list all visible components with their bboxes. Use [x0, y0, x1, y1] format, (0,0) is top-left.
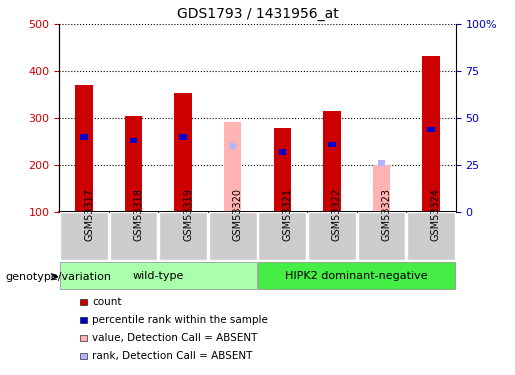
Bar [427, 127, 435, 132]
Bar [377, 160, 385, 166]
Text: GSM53318: GSM53318 [133, 188, 144, 241]
Text: GSM53319: GSM53319 [183, 188, 193, 241]
Bar [422, 56, 440, 212]
Bar [357, 212, 405, 260]
Text: count: count [92, 297, 122, 307]
Bar [80, 134, 88, 140]
Bar [328, 142, 336, 147]
Bar [159, 212, 207, 260]
Text: GSM53322: GSM53322 [332, 188, 342, 241]
Bar [373, 165, 390, 212]
Bar [273, 128, 291, 212]
Bar [279, 149, 286, 154]
Text: GSM53320: GSM53320 [233, 188, 243, 241]
Bar [110, 212, 158, 260]
Text: GSM53323: GSM53323 [382, 188, 391, 241]
Text: percentile rank within the sample: percentile rank within the sample [92, 315, 268, 325]
Text: GSM53317: GSM53317 [84, 188, 94, 241]
Bar [75, 86, 93, 212]
Bar [179, 134, 187, 140]
Bar [407, 212, 455, 260]
Bar [259, 212, 306, 260]
Bar [308, 212, 356, 260]
Bar [229, 144, 236, 149]
Bar [130, 138, 138, 144]
Text: GSM53321: GSM53321 [282, 188, 293, 241]
Bar [60, 212, 108, 260]
Bar [209, 212, 256, 260]
Bar [323, 111, 340, 212]
Text: GSM53324: GSM53324 [431, 188, 441, 241]
Text: rank, Detection Call = ABSENT: rank, Detection Call = ABSENT [92, 351, 252, 361]
Bar [259, 262, 455, 289]
Bar [175, 93, 192, 212]
Bar [125, 116, 142, 212]
Title: GDS1793 / 1431956_at: GDS1793 / 1431956_at [177, 7, 338, 21]
Text: value, Detection Call = ABSENT: value, Detection Call = ABSENT [92, 333, 258, 343]
Bar [60, 262, 256, 289]
Text: genotype/variation: genotype/variation [5, 272, 111, 282]
Text: wild-type: wild-type [133, 271, 184, 280]
Text: HIPK2 dominant-negative: HIPK2 dominant-negative [285, 271, 428, 280]
Bar [224, 122, 242, 212]
